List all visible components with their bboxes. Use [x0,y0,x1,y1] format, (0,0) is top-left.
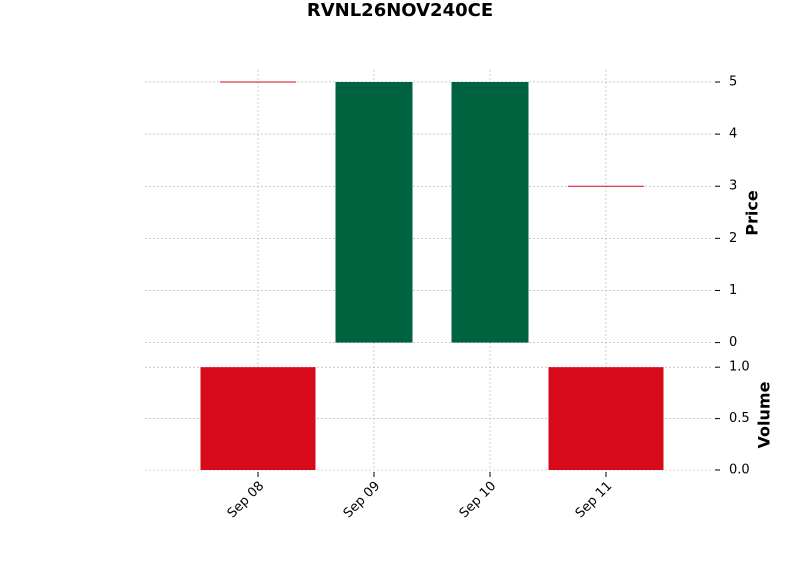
candle-body [335,81,413,343]
x-tick-label: Sep 09 [341,479,384,522]
volume-bar [548,367,664,470]
y-tick-label: 2 [729,231,737,246]
chart-title: RVNL26NOV240CE [307,0,493,21]
volume-axis-label: Volume [755,381,774,448]
y-axis-label: Price [743,190,762,236]
y-tick-label: 3 [729,179,737,194]
y-tick-label: 5 [729,74,737,89]
y-tick-label: 4 [729,127,737,142]
candle-body [451,81,529,343]
y-tick-label: 1 [729,283,737,298]
x-tick-label: Sep 08 [225,479,268,522]
x-tick-label: Sep 10 [457,479,500,522]
volume-bar [200,367,316,470]
volume-tick-label: 1.0 [729,360,750,375]
volume-tick-label: 0.5 [729,411,750,426]
y-tick-label: 0 [729,335,737,350]
volume-tick-label: 0.0 [729,463,750,478]
x-tick-label: Sep 11 [573,479,616,522]
